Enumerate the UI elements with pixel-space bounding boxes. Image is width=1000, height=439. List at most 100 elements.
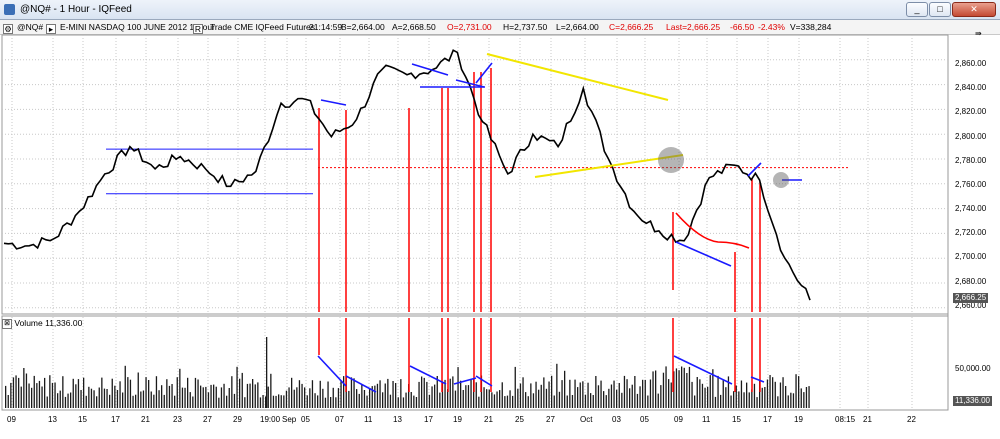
- volume-settings-icon[interactable]: ⊠: [2, 318, 12, 329]
- maximize-button[interactable]: □: [929, 2, 951, 17]
- volume-bar: [314, 393, 316, 408]
- volume-trendline: [317, 355, 347, 387]
- volume-bar: [519, 383, 522, 408]
- volume-bar: [379, 380, 381, 408]
- volume-bar: [704, 387, 706, 408]
- volume-bar: [587, 382, 589, 408]
- volume-bar: [649, 379, 652, 408]
- volume-bar: [213, 384, 215, 408]
- volume-bar: [38, 380, 41, 408]
- panel-scroll-icon[interactable]: ⇛: [975, 29, 982, 38]
- volume-bar: [759, 379, 761, 408]
- minimize-button[interactable]: _: [906, 2, 928, 17]
- volume-bar: [207, 392, 210, 408]
- volume-bar: [714, 396, 717, 408]
- price-axis-labels: 2,860.00 2,840.00 2,820.00 2,800.00 2,78…: [955, 59, 987, 310]
- volume-bar: [639, 386, 641, 408]
- volume-bar: [727, 376, 730, 408]
- volume-bar: [506, 395, 509, 408]
- price-axis-label: 2,740.00: [955, 204, 987, 213]
- volume-bar: [486, 389, 488, 408]
- time-axis: 09 13 15 17 21 23 27 29 19:00 Sep 05 07 11 13 17 19 21 25…: [7, 415, 916, 424]
- volume-bar: [283, 395, 285, 408]
- volume-bar: [330, 397, 332, 408]
- volume-bar: [764, 387, 766, 408]
- volume-bar: [101, 377, 103, 408]
- volume-bar: [83, 377, 85, 408]
- volume-bar: [779, 382, 782, 408]
- info-open: O=2,731.00: [447, 22, 492, 32]
- volume-bar: [707, 386, 709, 408]
- highlight-circle: [658, 147, 684, 173]
- volume-bar: [470, 379, 472, 408]
- info-volume: V=338,284: [790, 22, 832, 32]
- volume-bar: [626, 379, 628, 408]
- volume-bars: [5, 337, 810, 408]
- volume-bar: [686, 373, 688, 408]
- volume-bar: [90, 388, 93, 408]
- time-axis-label: 13: [48, 415, 57, 424]
- volume-bar: [634, 376, 636, 408]
- volume-bar: [441, 382, 444, 408]
- volume-bar: [751, 389, 753, 408]
- volume-bar: [603, 391, 605, 408]
- volume-bar: [205, 386, 207, 408]
- volume-bar: [457, 367, 459, 408]
- volume-bar: [168, 385, 171, 408]
- info-exchange: Trade CME IQFeed Futures: [210, 22, 316, 32]
- volume-bar: [564, 370, 566, 408]
- volume-bar: [62, 376, 64, 408]
- volume-bar: [483, 387, 485, 408]
- volume-bar: [525, 392, 527, 408]
- volume-bar: [200, 385, 202, 408]
- info-description: E-MINI NASDAQ 100 JUNE 2012 1 Hour: [60, 22, 215, 32]
- volume-bar: [324, 397, 327, 408]
- time-axis-label: 13: [393, 415, 402, 424]
- volume-bar: [266, 337, 268, 408]
- volume-bar: [322, 388, 324, 408]
- volume-bar: [400, 379, 402, 408]
- volume-bar: [176, 377, 178, 408]
- volume-bar: [397, 397, 399, 408]
- time-axis-label: 07: [335, 415, 344, 424]
- volume-bar: [202, 387, 204, 408]
- volume-bar: [174, 395, 176, 408]
- volume-bar: [116, 390, 119, 408]
- volume-bar: [67, 393, 69, 408]
- volume-bar: [491, 392, 493, 408]
- volume-bar: [218, 397, 220, 408]
- volume-bar: [561, 380, 563, 408]
- volume-bar: [228, 388, 230, 408]
- info-last: Last=2,666.25: [666, 22, 721, 32]
- volume-bar: [584, 394, 587, 408]
- volume-bar: [278, 394, 280, 408]
- volume-bar: [384, 383, 386, 408]
- volume-bar: [574, 379, 576, 408]
- volume-bar: [371, 386, 373, 408]
- volume-axis-label: 50,000.00: [955, 364, 991, 373]
- volume-bar: [85, 395, 87, 408]
- volume-bar: [558, 391, 561, 408]
- volume-bar: [496, 391, 498, 408]
- volume-bar: [600, 380, 602, 408]
- price-axis-label: 2,840.00: [955, 83, 987, 92]
- annotations: [106, 68, 850, 392]
- volume-bar: [124, 365, 126, 408]
- volume-bar: [54, 382, 56, 408]
- volume-bar: [670, 382, 672, 408]
- volume-bar: [262, 395, 264, 408]
- volume-bar: [798, 376, 800, 408]
- volume-bar: [25, 373, 28, 408]
- volume-bar: [223, 383, 225, 408]
- volume-bar: [28, 383, 30, 408]
- volume-bar: [155, 376, 158, 408]
- volume-bar: [12, 377, 15, 408]
- volume-bar: [353, 378, 355, 408]
- close-button[interactable]: ✕: [952, 2, 996, 17]
- time-axis-label: 17: [763, 415, 772, 424]
- time-axis-label: 17: [424, 415, 433, 424]
- volume-bar: [327, 381, 329, 408]
- volume-bar: [673, 371, 675, 408]
- price-panel: [1, 34, 949, 315]
